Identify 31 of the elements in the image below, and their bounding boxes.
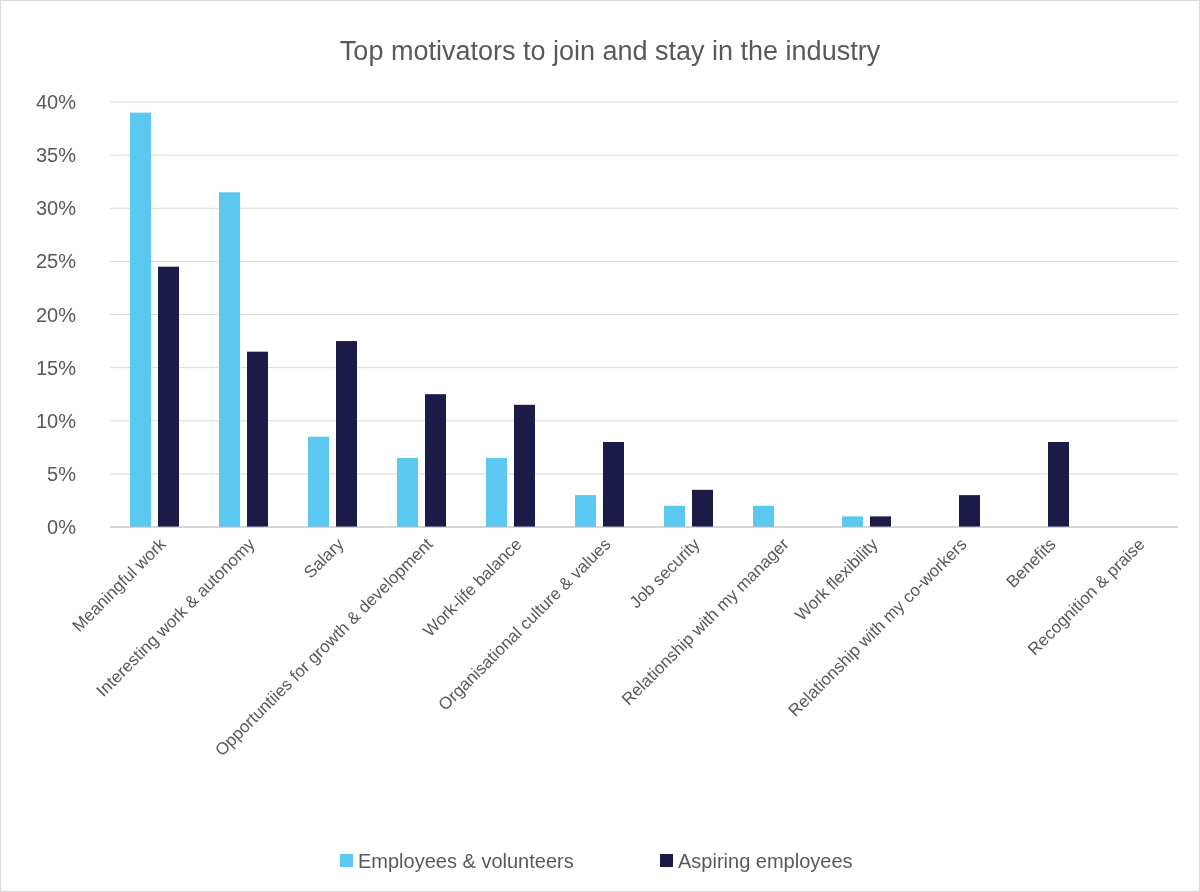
bar (514, 404, 535, 527)
y-tick-label: 35% (35, 144, 77, 167)
y-tick-label: 5% (47, 462, 77, 485)
bar (336, 341, 357, 527)
bar (575, 495, 596, 527)
bar (247, 351, 268, 527)
legend-label: Aspiring employees (678, 850, 853, 872)
bar (308, 436, 329, 527)
bar (219, 192, 240, 527)
legend-label: Employees & volunteers (358, 850, 574, 872)
y-tick-label: 10% (35, 409, 77, 432)
bar (425, 394, 446, 527)
bar (664, 505, 685, 527)
y-tick-label: 0% (47, 516, 77, 538)
bar (486, 457, 507, 527)
bar (870, 516, 891, 527)
bar (130, 112, 151, 527)
bar (692, 489, 713, 527)
bar (397, 457, 418, 527)
bar (959, 495, 980, 527)
bar (158, 266, 179, 527)
y-tick-label: 40% (35, 91, 77, 113)
y-tick-label: 15% (35, 356, 77, 379)
bar (1048, 442, 1069, 527)
bar (753, 505, 774, 527)
y-tick-label: 30% (35, 197, 77, 220)
bar (603, 442, 624, 527)
bar (842, 516, 863, 527)
y-tick-label: 25% (35, 250, 77, 273)
y-tick-label: 20% (35, 303, 77, 326)
chart-title: Top motivators to join and stay in the industry (339, 36, 881, 66)
